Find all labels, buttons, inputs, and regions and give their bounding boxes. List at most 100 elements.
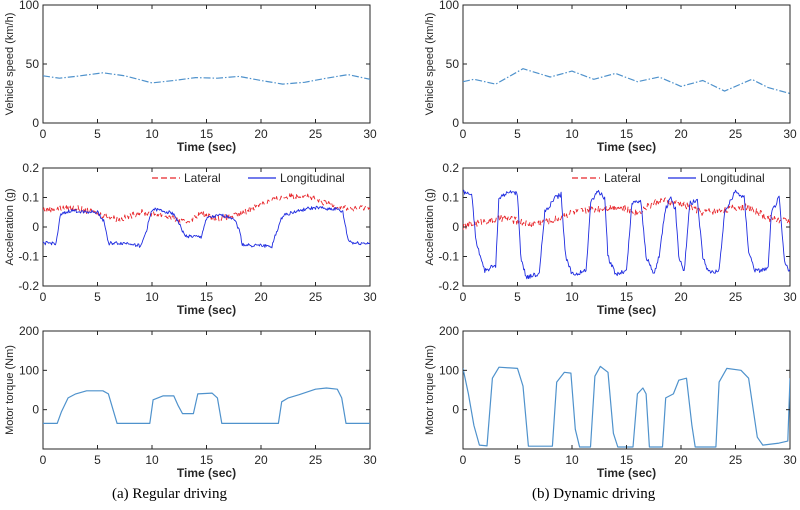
y-tick-label: 0 [32, 403, 39, 417]
x-tick-label: 5 [514, 127, 521, 141]
y-tick-label: 0 [452, 220, 459, 234]
x-tick-label: 5 [514, 290, 521, 304]
x-tick-label: 30 [363, 127, 377, 141]
series-line-longitudinal [463, 189, 790, 280]
x-tick-label: 5 [94, 453, 101, 467]
series-line-longitudinal [43, 205, 370, 249]
legend-label: Lateral [604, 171, 641, 185]
y-axis-label: Acceleration (g) [424, 188, 436, 265]
x-tick-label: 25 [309, 453, 323, 467]
x-tick-label: 0 [40, 290, 47, 304]
y-tick-label: 0 [452, 403, 459, 417]
x-tick-label: 20 [674, 453, 688, 467]
x-tick-label: 10 [145, 127, 159, 141]
x-tick-label: 15 [200, 453, 214, 467]
chart-a2: 0 5 10 15 20 25 30 -0.2 -0.1 0 0.1 0.2 Time (sec) Acc… [4, 161, 377, 317]
x-tick-label: 15 [200, 290, 214, 304]
x-tick-label: 25 [729, 453, 743, 467]
x-tick-label: 0 [460, 127, 467, 141]
series-line-lateral [43, 192, 370, 224]
y-tick-label: 0.1 [22, 191, 39, 205]
x-axis-label: Time (sec) [177, 303, 236, 317]
x-tick-label: 0 [40, 453, 47, 467]
x-tick-label: 15 [620, 127, 634, 141]
plot-frame [42, 167, 371, 287]
x-tick-label: 0 [40, 127, 47, 141]
y-tick-label: 0 [452, 116, 459, 130]
series-line-main [43, 387, 370, 424]
x-tick-label: 25 [309, 290, 323, 304]
x-tick-label: 20 [254, 290, 268, 304]
x-axis-label: Time (sec) [177, 140, 236, 154]
y-tick-label: 50 [26, 57, 40, 71]
x-tick-label: 5 [94, 290, 101, 304]
x-tick-label: 30 [363, 453, 377, 467]
y-tick-label: 100 [19, 363, 39, 377]
chart-a1: 0 5 10 15 20 25 30 0 50 100 Time (sec) Vehicle spee… [4, 0, 377, 154]
y-tick-label: 200 [19, 324, 39, 338]
series-line-lateral [463, 197, 790, 231]
series-line-main [463, 68, 790, 95]
y-tick-label: -0.2 [438, 279, 459, 293]
y-axis-label: Vehicle speed (km/h) [4, 13, 16, 116]
chart-b1: 0 5 10 15 20 25 30 0 50 100 Time (sec) Vehicle spee… [424, 0, 797, 154]
legend-label: Longitudinal [700, 171, 765, 185]
y-tick-label: -0.1 [18, 250, 39, 264]
x-tick-label: 5 [94, 127, 101, 141]
plot-frame [42, 4, 371, 124]
plot-frame [42, 330, 371, 450]
y-tick-label: 100 [439, 0, 459, 12]
x-tick-label: 15 [620, 453, 634, 467]
series-line-main [463, 365, 790, 448]
x-tick-label: 10 [145, 290, 159, 304]
x-tick-label: 10 [565, 127, 579, 141]
y-tick-label: 100 [19, 0, 39, 12]
x-axis-label: Time (sec) [177, 466, 236, 480]
x-tick-label: 15 [200, 127, 214, 141]
x-axis-label: Time (sec) [597, 303, 656, 317]
y-axis-label: Motor torque (Nm) [4, 345, 16, 435]
x-tick-label: 10 [565, 290, 579, 304]
legend: Lateral Longitudinal [572, 171, 765, 185]
x-tick-label: 20 [254, 453, 268, 467]
x-tick-label: 25 [309, 127, 323, 141]
y-tick-label: -0.2 [18, 279, 39, 293]
x-tick-label: 30 [783, 127, 797, 141]
y-tick-label: 0 [32, 220, 39, 234]
x-axis-label: Time (sec) [597, 140, 656, 154]
x-tick-label: 30 [783, 453, 797, 467]
y-tick-label: 200 [439, 324, 459, 338]
y-tick-label: 0.2 [22, 161, 39, 175]
caption-right: (b) Dynamic driving [532, 486, 656, 502]
y-tick-label: -0.1 [438, 250, 459, 264]
x-tick-label: 15 [620, 290, 634, 304]
x-axis-label: Time (sec) [597, 466, 656, 480]
legend: Lateral Longitudinal [152, 171, 345, 185]
y-tick-label: 0.1 [442, 191, 459, 205]
y-tick-label: 0.2 [442, 161, 459, 175]
y-tick-label: 50 [446, 57, 460, 71]
x-tick-label: 0 [460, 453, 467, 467]
y-tick-label: 0 [32, 116, 39, 130]
x-tick-label: 10 [145, 453, 159, 467]
y-axis-label: Motor torque (Nm) [424, 345, 436, 435]
x-tick-label: 25 [729, 127, 743, 141]
caption-left: (a) Regular driving [112, 486, 227, 502]
x-tick-label: 25 [729, 290, 743, 304]
x-tick-label: 30 [783, 290, 797, 304]
chart-b2: 0 5 10 15 20 25 30 -0.2 -0.1 0 0.1 0.2 Time (sec) Acc… [424, 161, 797, 317]
y-axis-label: Vehicle speed (km/h) [424, 13, 436, 116]
y-axis-label: Acceleration (g) [4, 188, 16, 265]
legend-label: Longitudinal [280, 171, 345, 185]
chart-b3: 0 5 10 15 20 25 30 0 100 200 Time (sec) Motor torqu… [424, 324, 797, 480]
legend-label: Lateral [184, 171, 221, 185]
x-tick-label: 0 [460, 290, 467, 304]
plot-frame [462, 330, 791, 450]
plot-frame [462, 4, 791, 124]
x-tick-label: 10 [565, 453, 579, 467]
y-tick-label: 100 [439, 363, 459, 377]
x-tick-label: 30 [363, 290, 377, 304]
x-tick-label: 5 [514, 453, 521, 467]
x-tick-label: 20 [674, 290, 688, 304]
